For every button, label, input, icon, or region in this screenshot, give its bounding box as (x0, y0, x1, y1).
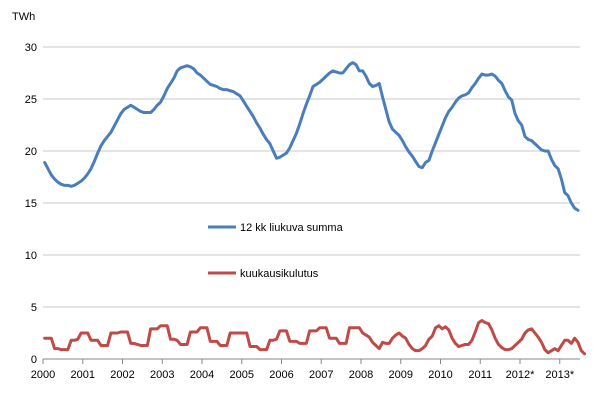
gridlines (43, 46, 580, 308)
legend: 12 kk liukuva summa kuukausikulutus (208, 222, 344, 280)
y-tick-label: 5 (31, 302, 37, 314)
x-tick-label: 2006 (269, 369, 293, 381)
x-tick-label: 2001 (71, 369, 95, 381)
x-tick-label: 2007 (309, 369, 333, 381)
y-tick-label: 25 (25, 94, 37, 106)
series-line-1 (43, 61, 580, 212)
x-tick-label: 2012* (506, 369, 535, 381)
x-tick-label: 2008 (349, 369, 373, 381)
y-tick-label: 15 (25, 198, 37, 210)
x-axis: 2000 2001 2002 2003 2004 2005 2006 2007 2008 2009… (31, 358, 580, 381)
x-tick-label: 2009 (389, 369, 413, 381)
x-tick-label: 2004 (190, 369, 214, 381)
y-tick-label: 20 (25, 146, 37, 158)
y-axis-ticks: 0 5 10 15 20 25 30 (25, 42, 37, 366)
x-tick-label: 2013* (545, 369, 574, 381)
legend-label-series-1: 12 kk liukuva summa (240, 222, 344, 234)
x-tick-label: 2003 (150, 369, 174, 381)
x-tick-label: 2005 (230, 369, 254, 381)
x-tick-label: 2002 (110, 369, 134, 381)
y-tick-label: 30 (25, 42, 37, 54)
y-unit-label: TWh (12, 11, 35, 23)
y-tick-label: 0 (31, 354, 37, 366)
legend-label-series-2: kuukausikulutus (240, 268, 319, 280)
series-lines (43, 61, 587, 356)
x-tick-label: 2011 (468, 369, 492, 381)
series-line-2 (43, 319, 587, 356)
x-tick-label: 2010 (428, 369, 452, 381)
x-tick-label: 2000 (31, 369, 55, 381)
y-tick-label: 10 (25, 250, 37, 262)
